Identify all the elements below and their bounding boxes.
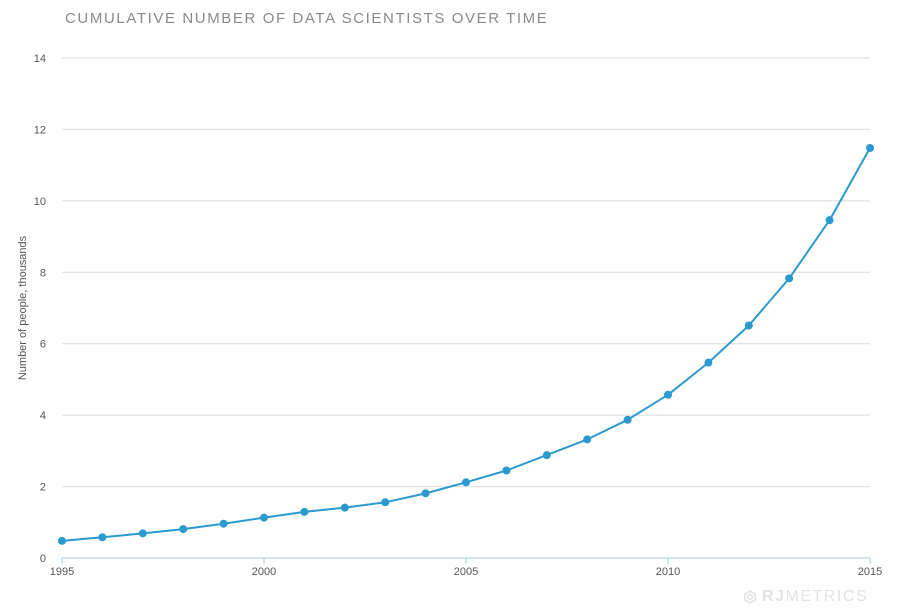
watermark: RJMETRICS xyxy=(743,588,868,606)
y-tick-label-10: 10 xyxy=(34,196,46,208)
data-point-2011 xyxy=(704,358,713,367)
grid-lines xyxy=(62,57,870,488)
data-point-2006 xyxy=(502,466,511,475)
y-axis-label: Number of people, thousands xyxy=(17,235,29,380)
watermark-brand-bold: RJ xyxy=(762,588,786,605)
x-tick-label-2015: 2015 xyxy=(858,566,882,578)
x-tick-label-2010: 2010 xyxy=(656,566,680,578)
y-tick-label-2: 2 xyxy=(40,482,46,494)
data-point-2005 xyxy=(462,478,470,487)
chart-title: CUMULATIVE NUMBER OF DATA SCIENTISTS OVE… xyxy=(65,10,549,27)
data-point-1995 xyxy=(58,536,66,545)
data-series xyxy=(58,144,874,545)
x-tick-label-2005: 2005 xyxy=(454,566,478,578)
data-point-2007 xyxy=(542,451,551,460)
x-tick-label-1995: 1995 xyxy=(50,566,74,578)
y-tick-label-4: 4 xyxy=(40,410,46,422)
data-point-1996 xyxy=(98,533,107,542)
data-point-2001 xyxy=(300,507,309,516)
rjmetrics-logo-icon xyxy=(744,590,757,604)
data-point-2003 xyxy=(381,498,390,507)
data-point-2000 xyxy=(260,513,268,522)
data-point-2002 xyxy=(340,503,349,512)
data-point-2008 xyxy=(583,435,592,444)
data-point-2014 xyxy=(825,216,834,225)
x-tick-label-2000: 2000 xyxy=(252,566,276,578)
data-point-1999 xyxy=(219,519,228,528)
data-point-1997 xyxy=(138,529,147,538)
y-tick-label-6: 6 xyxy=(40,339,46,351)
data-point-2010 xyxy=(664,390,672,399)
data-point-2009 xyxy=(623,415,632,424)
watermark-brand-regular: METRICS xyxy=(785,588,868,605)
y-tick-label-0: 0 xyxy=(40,553,46,565)
data-point-2015 xyxy=(866,144,874,152)
data-point-1998 xyxy=(179,525,188,534)
data-point-2004 xyxy=(421,489,430,498)
y-tick-label-12: 12 xyxy=(34,124,46,136)
data-point-2013 xyxy=(785,274,794,283)
axes: 0 2 4 6 8 10 12 14 1995 2000 2005 2010 2015 Number of… xyxy=(17,53,882,578)
data-point-2012 xyxy=(744,321,753,330)
y-tick-label-8: 8 xyxy=(40,267,46,279)
y-tick-label-14: 14 xyxy=(34,53,46,65)
